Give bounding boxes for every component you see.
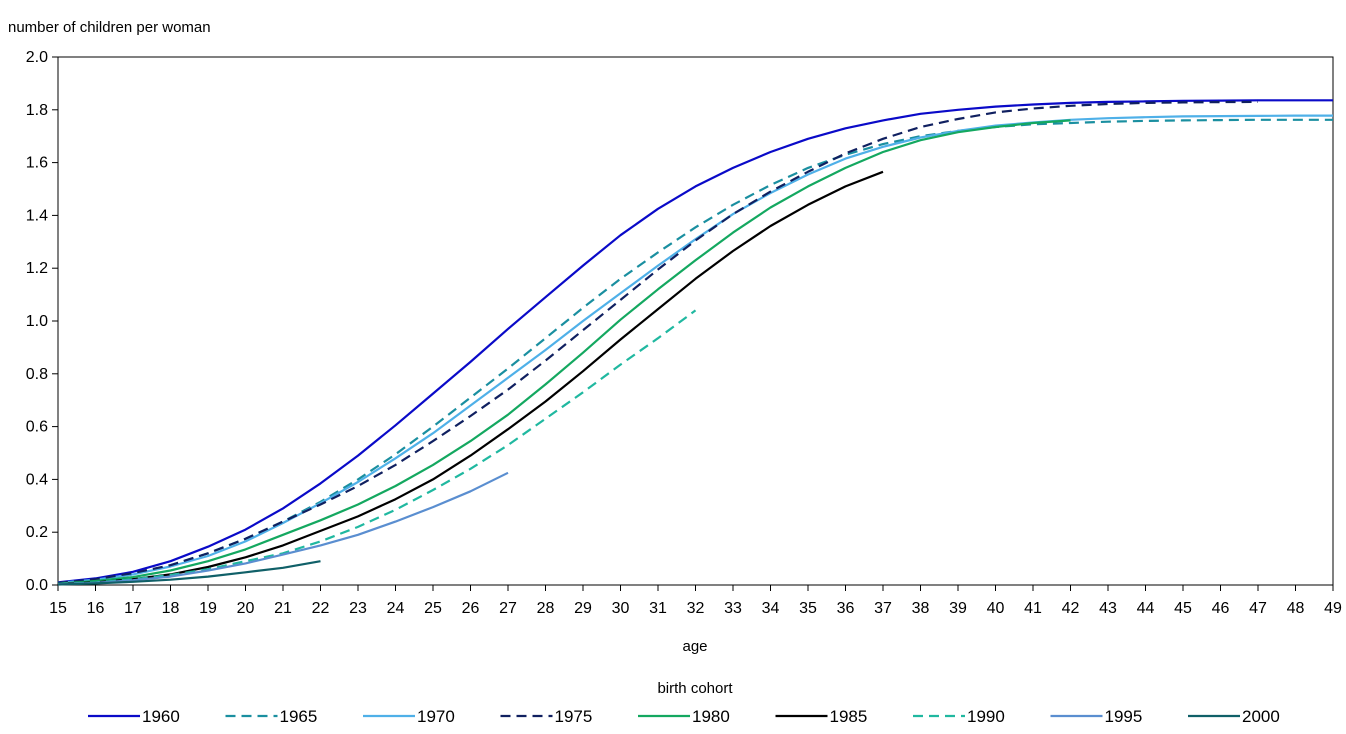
series-line-1995 xyxy=(57,471,509,586)
legend-label-1985: 1985 xyxy=(830,707,868,726)
x-tick-label: 48 xyxy=(1287,600,1305,617)
x-tick-label: 43 xyxy=(1099,600,1117,617)
legend-label-2000: 2000 xyxy=(1242,707,1280,726)
x-tick-label: 26 xyxy=(462,600,480,617)
x-tick-label: 45 xyxy=(1174,600,1192,617)
y-tick-label: 1.4 xyxy=(26,207,48,224)
x-tick-label: 46 xyxy=(1212,600,1230,617)
y-tick-label: 0.8 xyxy=(26,366,48,383)
x-tick-label: 25 xyxy=(424,600,442,617)
x-tick-label: 30 xyxy=(612,600,630,617)
x-tick-label: 21 xyxy=(274,600,292,617)
y-tick-label: 0.4 xyxy=(26,471,48,488)
series-line-1965 xyxy=(57,118,1333,584)
x-tick-label: 22 xyxy=(312,600,330,617)
x-tick-label: 28 xyxy=(537,600,555,617)
x-tick-label: 24 xyxy=(387,600,405,617)
x-tick-label: 23 xyxy=(349,600,367,617)
y-tick-label: 1.6 xyxy=(26,155,48,172)
x-tick-label: 27 xyxy=(499,600,517,617)
series-lines xyxy=(57,99,1333,586)
y-axis-label: number of children per woman xyxy=(8,19,211,36)
legend-label-1990: 1990 xyxy=(967,707,1005,726)
series-line-1980 xyxy=(57,119,1071,585)
x-tick-label: 47 xyxy=(1249,600,1267,617)
y-tick-label: 1.2 xyxy=(26,260,48,277)
x-tick-label: 15 xyxy=(49,600,67,617)
series-line-1990 xyxy=(57,309,697,585)
y-tick-label: 1.8 xyxy=(26,102,48,119)
y-tick-label: 0.6 xyxy=(26,419,48,436)
x-tick-label: 39 xyxy=(949,600,967,617)
series-line-1960 xyxy=(57,99,1333,584)
y-axis-ticks: 0.0 0.2 0.4 0.6 0.8 1.0 1.2 1.4 1.6 1.8 2.0 xyxy=(26,49,58,594)
y-tick-label: 1.0 xyxy=(26,313,48,330)
x-tick-label: 49 xyxy=(1324,600,1342,617)
legend-label-1995: 1995 xyxy=(1105,707,1143,726)
y-tick-label: 0.2 xyxy=(26,524,48,541)
x-tick-label: 17 xyxy=(124,600,142,617)
x-tick-label: 29 xyxy=(574,600,592,617)
x-tick-label: 38 xyxy=(912,600,930,617)
series-line-2000 xyxy=(57,560,321,586)
x-tick-label: 40 xyxy=(987,600,1005,617)
x-tick-label: 18 xyxy=(162,600,180,617)
x-tick-label: 37 xyxy=(874,600,892,617)
x-tick-label: 41 xyxy=(1024,600,1042,617)
x-axis-label: age xyxy=(682,638,707,655)
x-tick-label: 44 xyxy=(1137,600,1155,617)
x-tick-label: 16 xyxy=(87,600,105,617)
y-tick-label: 2.0 xyxy=(26,49,48,66)
series-line-1975 xyxy=(57,100,1259,584)
y-tick-label: 0.0 xyxy=(26,577,48,594)
legend-label-1975: 1975 xyxy=(555,707,593,726)
x-tick-label: 33 xyxy=(724,600,742,617)
x-tick-label: 42 xyxy=(1062,600,1080,617)
x-axis-ticks: 15 16 17 18 19 20 21 22 23 24 25 26 27 28 29 30 31 32 33 34… xyxy=(49,585,1342,617)
legend: 1960 1965 1970 1975 1980 1985 1990 1995 2000 xyxy=(88,707,1280,726)
legend-title: birth cohort xyxy=(657,680,733,697)
x-tick-label: 20 xyxy=(237,600,255,617)
x-tick-label: 34 xyxy=(762,600,780,617)
x-tick-label: 19 xyxy=(199,600,217,617)
plot-area xyxy=(57,56,1334,586)
legend-label-1960: 1960 xyxy=(142,707,180,726)
legend-label-1970: 1970 xyxy=(417,707,455,726)
x-tick-label: 32 xyxy=(687,600,705,617)
x-tick-label: 31 xyxy=(649,600,667,617)
x-tick-label: 35 xyxy=(799,600,817,617)
legend-label-1965: 1965 xyxy=(280,707,318,726)
x-tick-label: 36 xyxy=(837,600,855,617)
legend-label-1980: 1980 xyxy=(692,707,730,726)
series-line-1985 xyxy=(57,170,884,585)
